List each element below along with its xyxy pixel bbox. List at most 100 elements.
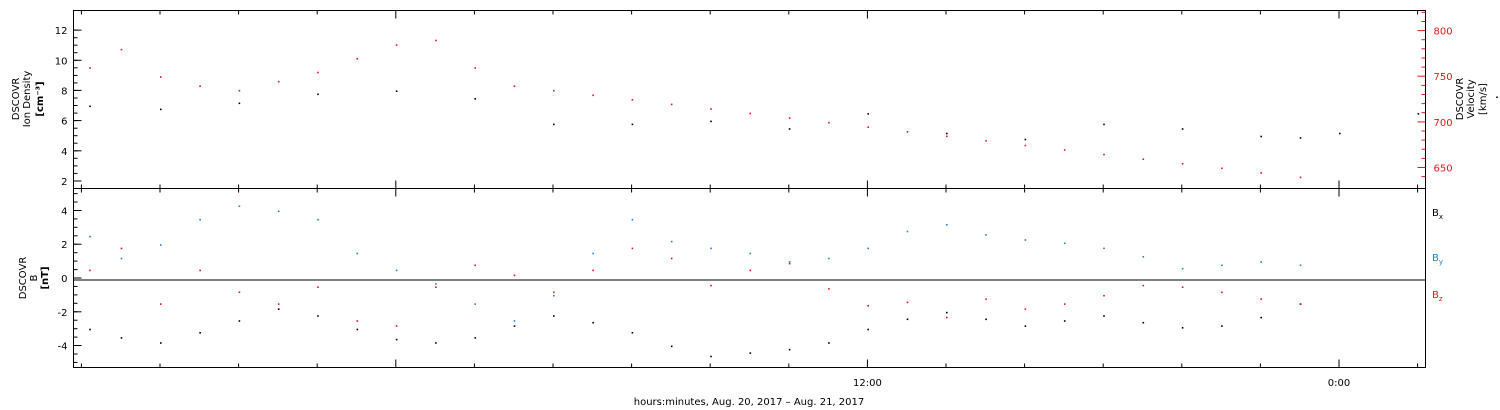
velocity-point (553, 89, 555, 92)
density-point (238, 102, 241, 105)
legend-subscript: x (1439, 213, 1443, 221)
velocity-tick-label: 650 (1434, 164, 1453, 175)
by-point (317, 218, 319, 221)
density-point (1260, 135, 1262, 138)
density-tick-label: 10 (55, 56, 68, 67)
velocity-tick-label: 800 (1434, 27, 1453, 38)
density-tick-label: 4 (61, 147, 67, 158)
bz-point (395, 325, 398, 327)
by-point (1103, 247, 1105, 250)
velocity-tick-label: 700 (1434, 118, 1453, 129)
bz-point (906, 301, 909, 304)
density-axis-label-2: Ion Density (22, 71, 33, 128)
bx-point (867, 328, 869, 331)
velocity-point (395, 44, 398, 46)
by-point (1181, 267, 1184, 270)
by-point (867, 247, 869, 250)
by-point (474, 303, 476, 305)
bx-point (89, 328, 91, 331)
density-point (710, 120, 712, 123)
by-point (238, 205, 241, 207)
bx-point (356, 328, 359, 331)
bz-point (1103, 294, 1105, 297)
by-point (1221, 264, 1223, 267)
bx-point (985, 318, 987, 321)
b-tick-label: 4 (61, 207, 67, 218)
bx-point (1024, 325, 1027, 327)
legend-bz: Bz (1432, 290, 1443, 303)
density-tick-label: 6 (61, 117, 67, 128)
bx-point (277, 308, 280, 310)
bx-point (1142, 321, 1145, 324)
bx-point (317, 315, 319, 317)
x-tick-label: 12:00 (853, 378, 882, 389)
by-point (670, 240, 673, 243)
density-point (317, 93, 319, 96)
b-axis-label-2: B (29, 274, 40, 281)
legend-subscript: z (1439, 295, 1443, 303)
bz-point (199, 269, 201, 272)
bx-point (513, 325, 516, 327)
velocity-point (356, 58, 359, 60)
velocity-point (199, 85, 201, 87)
density-point (1103, 123, 1105, 126)
b-tick-label: -4 (58, 342, 68, 353)
by-point (906, 230, 909, 233)
bx-point (474, 337, 476, 339)
velocity-point (120, 48, 123, 51)
velocity-point (788, 117, 791, 119)
by-point (160, 244, 162, 246)
legend-base: B (1432, 208, 1439, 219)
bz-point (1142, 284, 1145, 287)
bz-point (631, 247, 634, 250)
bx-point (199, 332, 201, 334)
velocity-point (592, 94, 594, 97)
bx-point (631, 332, 634, 334)
velocity-point (985, 140, 987, 142)
bx-point (395, 338, 398, 341)
by-point (356, 252, 359, 255)
by-point (985, 234, 987, 236)
bz-point (513, 274, 516, 277)
bx-point (710, 355, 712, 358)
velocity-axis-label-1: DSCOVR (1455, 78, 1466, 121)
legend-subscript: y (1439, 258, 1443, 266)
by-point (553, 294, 555, 297)
bz-point (1063, 303, 1066, 305)
bz-point (670, 257, 673, 260)
velocity-point (1063, 149, 1066, 151)
density-point (553, 123, 555, 126)
velocity-axis-label-2: Velocity (1466, 79, 1477, 118)
bz-point (474, 264, 476, 267)
velocity-point (317, 71, 319, 74)
bz-point (317, 286, 319, 288)
bx-point (906, 318, 909, 321)
by-point (89, 235, 91, 238)
density-point (160, 108, 162, 111)
legend-base: B (1432, 253, 1439, 264)
velocity-point (828, 121, 830, 124)
velocity-point (435, 39, 437, 42)
bz-point (1181, 286, 1184, 288)
by-point (749, 252, 752, 255)
bx-point (749, 352, 752, 354)
velocity-point (1221, 167, 1223, 170)
by-point (395, 269, 398, 272)
velocity-point (1024, 144, 1027, 147)
top-panel-frame (73, 10, 1426, 189)
by-point (120, 257, 123, 260)
x-axis-title: hours:minutes, Aug. 20, 2017 – Aug. 21, … (634, 397, 865, 408)
bx-point (1260, 316, 1262, 319)
density-point (1024, 138, 1027, 141)
bz-point (356, 320, 359, 322)
bz-point (238, 291, 241, 294)
bz-point (120, 247, 123, 250)
velocity-point (238, 89, 241, 92)
density-tick-label: 2 (61, 177, 67, 188)
legend-bx: Bx (1432, 208, 1443, 221)
density-tick-label: 12 (55, 26, 68, 37)
velocity-point (1103, 153, 1105, 156)
bz-point (553, 291, 555, 294)
bz-point (946, 316, 948, 319)
velocity-point (513, 85, 516, 87)
